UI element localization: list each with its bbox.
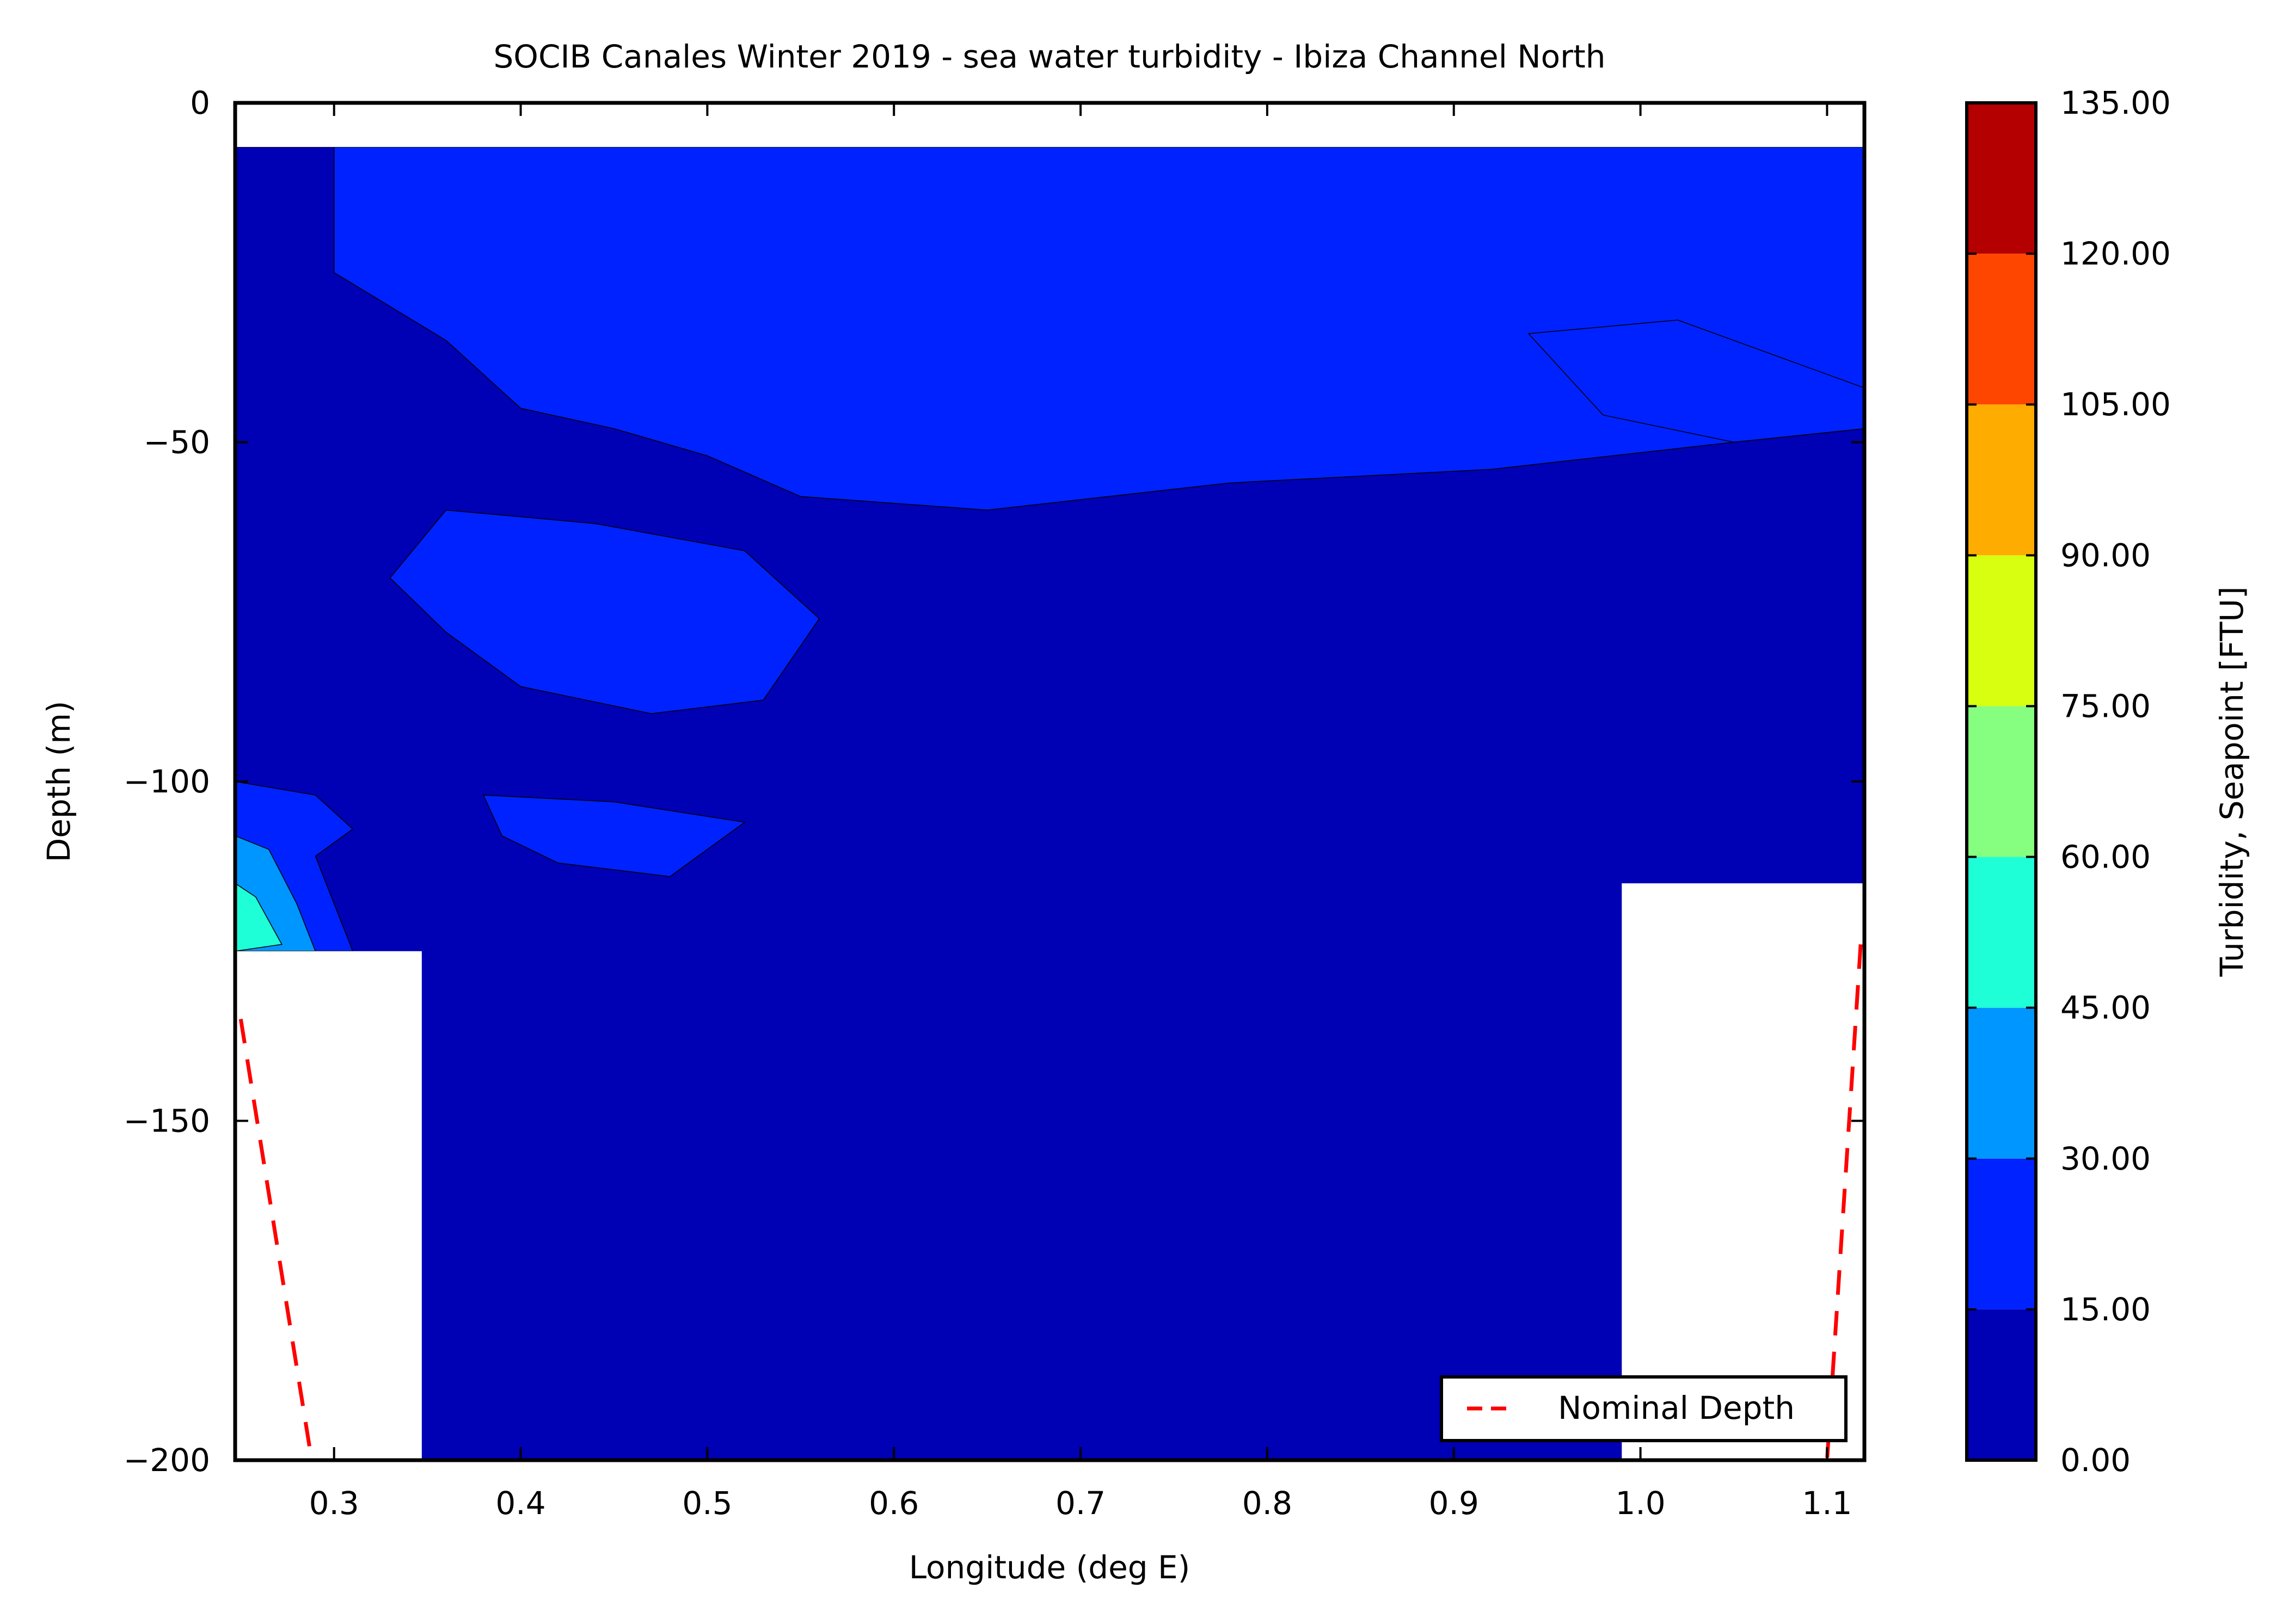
x-tick-label: 1.1 [1802, 1485, 1852, 1522]
chart-title: SOCIB Canales Winter 2019 - sea water tu… [493, 38, 1605, 75]
colorbar-tick-label: 120.00 [2060, 235, 2171, 272]
y-tick-label: −200 [124, 1442, 210, 1479]
plot-area [235, 103, 1864, 1460]
colorbar-tick-label: 75.00 [2060, 687, 2151, 724]
colorbar-segment [1967, 706, 2036, 857]
no-data-masks [235, 883, 1864, 1460]
colorbar-segment [1967, 1007, 2036, 1159]
colorbar-tick-label: 90.00 [2060, 537, 2151, 574]
colorbar-label: Turbidity, Seapoint [FTU] [2213, 587, 2250, 977]
no-data-mask-1 [1622, 883, 1864, 1460]
colorbar-segment [1967, 857, 2036, 1008]
colorbar-segment [1967, 103, 2036, 254]
x-tick-label: 0.3 [309, 1485, 359, 1522]
colorbar-segment [1967, 555, 2036, 706]
colorbar-segment [1967, 1309, 2036, 1460]
x-axis-ticks: 0.3 0.4 0.5 0.6 0.7 0.8 0.9 1.0 1.1 [309, 103, 1852, 1522]
colorbar-tick-label: 105.00 [2060, 386, 2171, 423]
x-tick-label: 0.4 [495, 1485, 545, 1522]
x-tick-label: 0.6 [869, 1485, 919, 1522]
no-data-mask-0 [235, 951, 422, 1460]
contour-region-15-30-5 [1527, 319, 1864, 443]
y-axis-label: Depth (m) [40, 701, 77, 863]
contour-region-15-30-2 [389, 509, 820, 715]
colorbar-segment [1967, 254, 2036, 405]
colorbar-tick-label: 15.00 [2060, 1291, 2151, 1328]
nominal-depth-lines [238, 944, 1863, 1460]
contour-region-45-60-7 [235, 883, 283, 952]
x-tick-label: 0.5 [682, 1485, 732, 1522]
x-tick-label: 0.8 [1242, 1485, 1292, 1522]
colorbar: 0.00 15.00 30.00 45.00 60.00 75.00 90.00 105.00… [1965, 84, 2171, 1479]
x-tick-label: 1.0 [1615, 1485, 1665, 1522]
legend-box [1440, 1375, 1848, 1442]
colorbar-segment [1967, 1158, 2036, 1309]
y-tick-label: 0 [190, 84, 210, 121]
y-tick-label: −50 [144, 424, 210, 461]
colorbar-frame [1965, 101, 2037, 1462]
colorbar-tick-label: 30.00 [2060, 1140, 2151, 1177]
y-tick-label: −150 [124, 1103, 210, 1140]
legend: Nominal Depth [1440, 1375, 1848, 1442]
nominal-depth-line-1 [1825, 944, 1863, 1460]
contour-region-15-30-3 [482, 795, 746, 877]
colorbar-tick-label: 45.00 [2060, 989, 2151, 1026]
legend-label-nominal-depth: Nominal Depth [1558, 1389, 1795, 1426]
colorbar-tick-label: 0.00 [2060, 1442, 2131, 1479]
y-tick-label: −100 [124, 763, 210, 800]
x-axis-label: Longitude (deg E) [909, 1549, 1190, 1586]
colorbar-segment [1967, 404, 2036, 556]
colorbar-tick-label: 135.00 [2060, 84, 2171, 121]
y-axis-ticks: 0 −50 −100 −150 −200 [124, 84, 1864, 1479]
x-tick-label: 0.9 [1429, 1485, 1479, 1522]
nominal-depth-line-0 [238, 1018, 314, 1460]
no-data-surface-band [235, 103, 1864, 147]
x-tick-label: 0.7 [1055, 1485, 1106, 1522]
colorbar-tick-label: 60.00 [2060, 839, 2151, 876]
